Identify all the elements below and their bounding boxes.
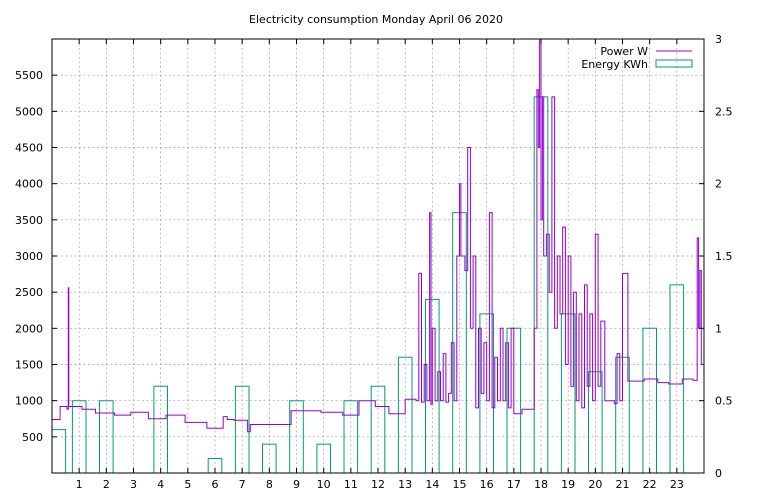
x-tick-label: 10 (317, 478, 331, 491)
y-tick-label: 1000 (15, 395, 43, 408)
y-tick-label: 4500 (15, 142, 43, 155)
y2-tick-label: 2.5 (715, 105, 733, 118)
x-tick-label: 17 (507, 478, 521, 491)
energy-bars (51, 96, 685, 473)
y2-tick-label: 1.5 (715, 250, 733, 263)
energy-bar (71, 400, 87, 473)
y2-tick-label: 1 (715, 322, 722, 335)
energy-bar (425, 298, 440, 473)
legend-energy-label: Energy KWh (581, 58, 648, 71)
y2-tick-label: 0 (715, 467, 722, 480)
grid (52, 39, 704, 473)
x-tick-label: 9 (293, 478, 300, 491)
y-tick-label: 5500 (15, 69, 43, 82)
x-tick-label: 14 (425, 478, 439, 491)
x-tick-label: 15 (453, 478, 467, 491)
y-tick-label: 2000 (15, 322, 43, 335)
energy-bar (289, 400, 304, 473)
y2-tick-label: 0.5 (715, 395, 733, 408)
energy-bar (234, 385, 250, 473)
y-tick-label: 3000 (15, 250, 43, 263)
legend: Power W Energy KWh (581, 45, 693, 71)
y-tick-label: 2500 (15, 286, 43, 299)
x-tick-label: 7 (239, 478, 246, 491)
axis-ticks: 1 2 3 4 5 6 7 8 9 10 11 12 13 14 15 16 17 18 19 20 21 22 23500… (15, 33, 733, 491)
x-tick-label: 19 (561, 478, 575, 491)
x-tick-label: 11 (344, 478, 358, 491)
energy-bar (642, 327, 657, 473)
x-tick-label: 21 (616, 478, 630, 491)
y2-tick-label: 2 (715, 178, 722, 191)
power-line (52, 38, 704, 433)
energy-bar (343, 400, 359, 473)
power-line-layer (52, 38, 704, 433)
x-tick-label: 22 (643, 478, 657, 491)
energy-bar (262, 443, 277, 473)
x-tick-label: 16 (480, 478, 494, 491)
x-tick-label: 13 (398, 478, 412, 491)
energy-bar (153, 385, 168, 473)
x-tick-label: 3 (130, 478, 137, 491)
y-tick-label: 4000 (15, 178, 43, 191)
y-tick-label: 1500 (15, 359, 43, 372)
x-tick-label: 2 (103, 478, 110, 491)
x-tick-label: 4 (157, 478, 164, 491)
y-tick-label: 500 (22, 431, 43, 444)
energy-bar (479, 313, 494, 473)
energy-bar (370, 385, 386, 473)
energy-bar (99, 400, 114, 473)
energy-bar (316, 443, 331, 473)
legend-energy-swatch (655, 59, 693, 68)
x-tick-label: 8 (266, 478, 273, 491)
energy-bar (51, 429, 67, 473)
legend-power-label: Power W (600, 45, 648, 58)
energy-bar (397, 356, 413, 473)
x-tick-label: 20 (588, 478, 602, 491)
x-tick-label: 12 (371, 478, 385, 491)
y-tick-label: 3500 (15, 214, 43, 227)
y2-tick-label: 3 (715, 33, 722, 46)
x-tick-label: 18 (534, 478, 548, 491)
x-tick-label: 1 (76, 478, 83, 491)
x-tick-label: 5 (184, 478, 191, 491)
energy-bar (207, 458, 223, 473)
x-tick-label: 6 (212, 478, 219, 491)
x-tick-label: 23 (670, 478, 684, 491)
chart-title: Electricity consumption Monday April 06 … (249, 13, 503, 26)
y-tick-label: 5000 (15, 105, 43, 118)
